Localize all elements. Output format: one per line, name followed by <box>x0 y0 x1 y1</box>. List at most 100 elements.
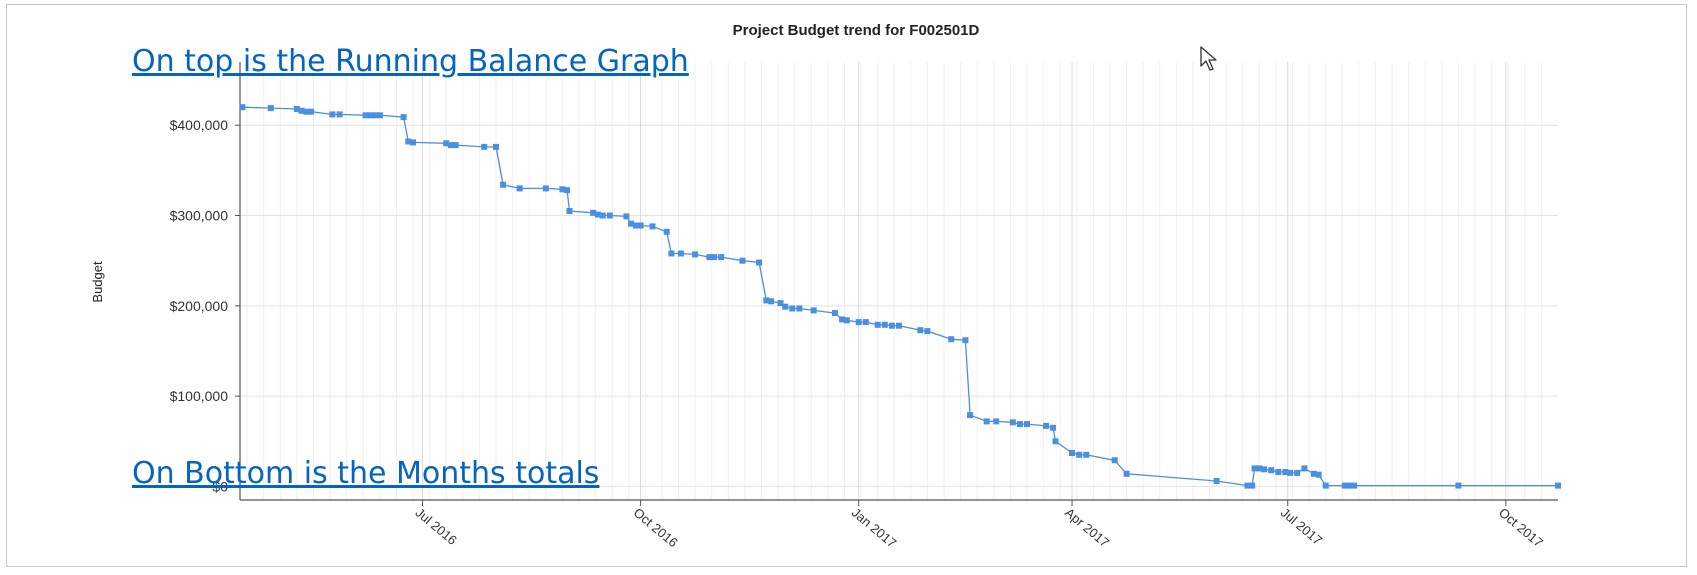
data-point <box>668 250 675 257</box>
data-point <box>967 412 974 419</box>
y-tick-label: $100,000 <box>170 388 229 404</box>
data-point <box>493 143 499 150</box>
data-point <box>623 213 630 220</box>
data-point <box>1351 482 1358 489</box>
data-point <box>303 108 310 115</box>
data-point <box>924 328 931 335</box>
data-point <box>1076 451 1083 458</box>
data-point <box>628 220 635 227</box>
data-point <box>1322 482 1329 489</box>
data-point <box>1069 450 1075 456</box>
data-point <box>1275 469 1282 475</box>
data-point <box>768 298 774 305</box>
data-point <box>367 112 374 119</box>
data-point <box>362 112 369 119</box>
data-point <box>663 228 670 235</box>
data-point <box>372 112 379 119</box>
data-point <box>1310 470 1317 477</box>
x-tick-label: Jul 2016 <box>413 505 460 548</box>
data-point <box>308 108 315 115</box>
data-point <box>1455 482 1462 489</box>
data-point <box>993 418 1000 425</box>
data-point <box>796 305 803 312</box>
data-point <box>1555 482 1561 489</box>
minor-grid <box>246 62 1542 500</box>
data-point <box>1346 482 1353 489</box>
data-point <box>896 322 902 329</box>
data-point <box>756 259 763 266</box>
data-point <box>1282 469 1289 475</box>
x-tick-label: Oct 2016 <box>631 505 681 550</box>
data-point <box>1301 465 1308 472</box>
chart-title: Project Budget trend for F002501D <box>733 22 980 39</box>
data-point <box>874 321 881 328</box>
data-point <box>1294 469 1301 476</box>
data-point <box>564 187 571 194</box>
data-point <box>1016 421 1023 428</box>
data-point <box>1341 482 1348 489</box>
data-point <box>881 321 888 328</box>
data-point <box>962 337 969 344</box>
data-point <box>405 138 412 145</box>
data-point <box>632 222 639 229</box>
data-point <box>948 336 955 343</box>
data-point <box>1024 421 1030 428</box>
data-point <box>843 317 850 324</box>
running-balance-link[interactable]: On top is the Running Balance Graph <box>132 44 689 79</box>
data-point <box>448 142 454 149</box>
data-point <box>376 112 383 119</box>
data-point <box>298 107 305 114</box>
data-point <box>718 254 725 261</box>
data-point <box>832 310 838 317</box>
data-point <box>1123 470 1130 477</box>
data-point <box>1261 466 1268 473</box>
major-grid <box>240 62 1558 500</box>
data-point <box>599 212 606 219</box>
data-point <box>763 297 770 304</box>
data-point <box>1043 422 1049 429</box>
data-point <box>293 106 300 112</box>
data-point <box>789 305 796 312</box>
data-point <box>329 111 336 118</box>
data-point <box>239 104 246 111</box>
data-point <box>1083 451 1090 458</box>
data-point <box>443 140 450 147</box>
data-point <box>452 142 459 149</box>
data-point <box>1052 438 1059 445</box>
data-point <box>706 254 713 261</box>
data-point <box>677 250 684 257</box>
data-point <box>983 418 990 425</box>
data-point <box>606 212 613 219</box>
data-point <box>1111 457 1118 464</box>
data-point <box>1050 424 1057 431</box>
y-tick-label: $300,000 <box>170 208 229 224</box>
data-point <box>1009 419 1016 426</box>
data-point <box>839 316 846 323</box>
data-point <box>862 319 869 326</box>
data-point <box>590 209 597 216</box>
data-point <box>1315 471 1322 478</box>
data-point <box>566 208 573 214</box>
x-tick-label: Apr 2017 <box>1062 505 1112 550</box>
data-point <box>649 223 656 230</box>
data-point <box>888 322 895 329</box>
data-point <box>1256 465 1263 472</box>
data-point <box>782 303 789 310</box>
mouse-pointer-icon <box>1200 46 1217 71</box>
data-point <box>594 211 601 218</box>
data-point <box>1213 478 1220 484</box>
data-point <box>739 257 746 264</box>
data-point <box>711 254 718 261</box>
y-axis-label: Budget <box>90 261 105 303</box>
x-tick-label: Jan 2017 <box>849 505 900 551</box>
data-point <box>855 319 862 326</box>
data-point <box>267 105 274 112</box>
data-point <box>1244 482 1251 489</box>
data-point <box>1268 467 1275 474</box>
data-point <box>336 111 343 118</box>
months-totals-link[interactable]: On Bottom is the Months totals <box>132 456 600 491</box>
y-tick-label: $0 <box>212 478 228 494</box>
x-tick-label: Jul 2017 <box>1278 505 1325 548</box>
data-point <box>481 143 488 150</box>
